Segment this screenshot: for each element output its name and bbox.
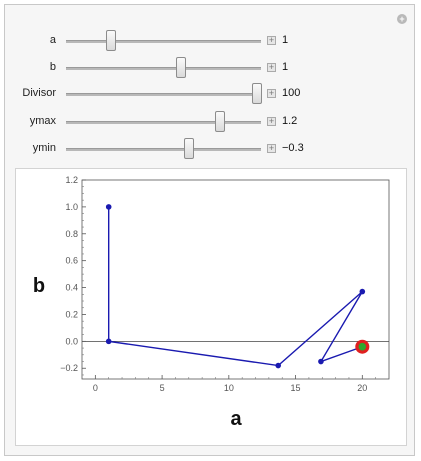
- x-tick-label: 0: [93, 383, 98, 393]
- y-tick-label: 0.2: [65, 309, 78, 319]
- control-value-b: 1: [282, 61, 289, 73]
- data-point: [105, 338, 112, 345]
- y-tick-label: 0.4: [65, 283, 78, 293]
- y-tick-label: 0.8: [65, 229, 78, 239]
- y-tick-label: −0.2: [60, 363, 78, 373]
- slider-thumb-ymax[interactable]: [215, 111, 226, 132]
- plot-area-border: [81, 179, 390, 380]
- control-row-ymin: ymin + −0.3: [0, 138, 421, 160]
- control-value-ymin: −0.3: [282, 142, 304, 154]
- control-value-ymax: 1.2: [282, 115, 298, 127]
- y-tick-label: 1.2: [65, 175, 78, 185]
- expand-icon-b[interactable]: +: [267, 62, 276, 72]
- slider-thumb-divisor[interactable]: [252, 83, 263, 104]
- data-point: [105, 204, 112, 210]
- slider-track-b[interactable]: [66, 67, 261, 70]
- control-value-a: 1: [282, 34, 289, 46]
- x-tick-label: 15: [291, 383, 301, 393]
- x-tick-label: 10: [224, 383, 234, 393]
- expand-icon-ymax[interactable]: +: [267, 116, 276, 126]
- control-label-ymin: ymin: [32, 142, 56, 154]
- control-label-a: a: [49, 34, 56, 46]
- control-value-divisor: 100: [282, 87, 301, 99]
- slider-track-ymax[interactable]: [66, 121, 261, 124]
- series-line: [107, 206, 363, 367]
- slider-track-ymin[interactable]: [66, 148, 261, 151]
- slider-thumb-b[interactable]: [176, 57, 187, 78]
- data-point: [318, 358, 324, 365]
- expand-icon-a[interactable]: +: [267, 35, 276, 45]
- y-tick-label: 0.0: [65, 336, 78, 346]
- control-row-b: b +1: [0, 57, 421, 79]
- control-row-ymax: ymax +1.2: [0, 111, 421, 133]
- x-tick-label: 5: [160, 383, 165, 393]
- control-label-divisor: Divisor: [22, 87, 56, 99]
- y-tick-label: 1.0: [65, 202, 78, 212]
- slider-thumb-ymin[interactable]: [183, 138, 194, 159]
- plot-frame: [15, 168, 407, 446]
- control-label-ymax: ymax: [29, 115, 56, 127]
- x-axis-label: a: [230, 408, 242, 430]
- expand-icon-divisor[interactable]: +: [267, 88, 276, 98]
- slider-track-a[interactable]: [66, 40, 261, 43]
- slider-track-divisor[interactable]: [66, 93, 261, 96]
- slider-thumb-a[interactable]: [105, 30, 116, 51]
- control-row-a: a +1: [0, 30, 421, 52]
- current-point-inner-marker: [358, 342, 367, 351]
- y-tick-label: 0.6: [65, 256, 78, 266]
- y-axis-label: b: [33, 275, 45, 297]
- control-row-divisor: Divisor +100: [0, 83, 421, 105]
- expand-icon-ymin[interactable]: +: [267, 143, 276, 153]
- x-tick-label: 20: [357, 383, 367, 393]
- control-label-b: b: [49, 61, 56, 73]
- data-point: [359, 288, 366, 295]
- panel-options-icon[interactable]: +: [397, 14, 407, 24]
- data-point: [275, 362, 282, 369]
